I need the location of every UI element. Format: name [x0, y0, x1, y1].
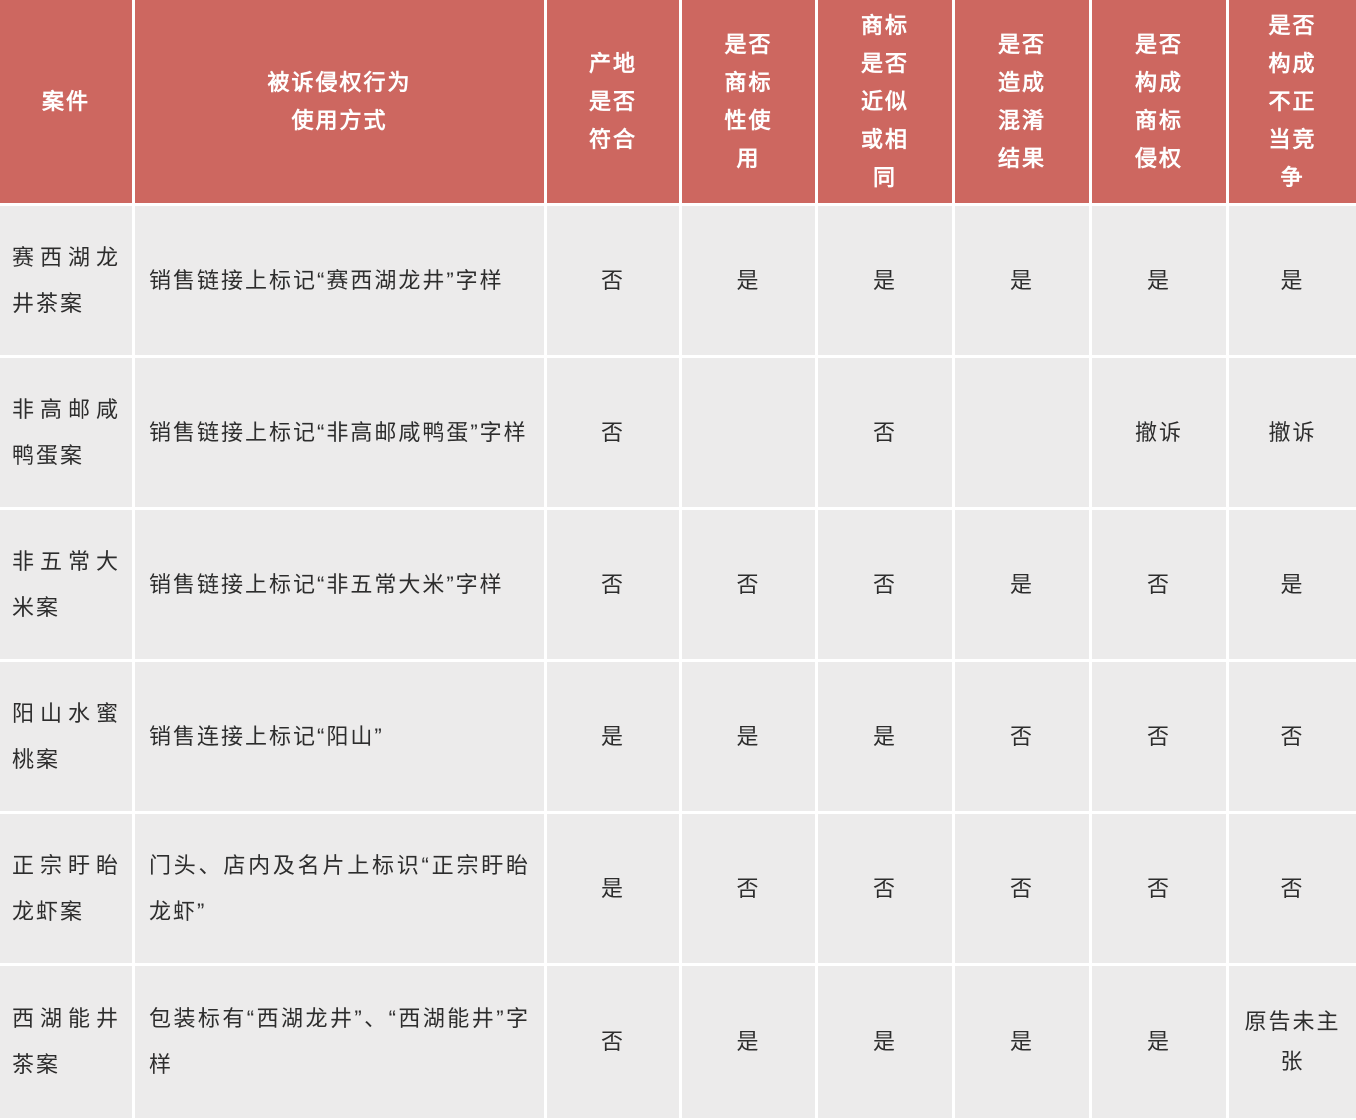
verdict-cell: 否	[1092, 510, 1229, 662]
verdict-cell: 否	[547, 358, 682, 510]
verdict-cell: 否	[818, 358, 955, 510]
verdict-cell: 是	[1092, 206, 1229, 358]
verdict-cell: 是	[818, 206, 955, 358]
verdict-cell: 是	[1092, 966, 1229, 1118]
conduct-cell: 销售连接上标记“阳山”	[135, 662, 547, 814]
verdict-cell: 否	[955, 814, 1092, 966]
verdict-cell: 是	[818, 662, 955, 814]
verdict-cell: 撤诉	[1229, 358, 1356, 510]
verdict-cell: 是	[1229, 510, 1356, 662]
table-body: 赛西湖龙井茶案 销售链接上标记“赛西湖龙井”字样否是是是是是非高邮咸鸭蛋案 销售链接…	[0, 206, 1356, 1118]
verdict-cell: 否	[1229, 662, 1356, 814]
conduct-cell: 包装标有“西湖龙井”、“西湖能井”字样	[135, 966, 547, 1118]
table-row: 非五常大米案 销售链接上标记“非五常大米”字样否否否是否是	[0, 510, 1356, 662]
verdict-cell: 否	[547, 966, 682, 1118]
column-header-1: 被诉侵权行为 使用方式	[135, 0, 547, 206]
column-header-7: 是否构成不正当竞争	[1229, 0, 1356, 206]
verdict-cell	[955, 358, 1092, 510]
verdict-cell: 否	[682, 814, 818, 966]
table-row: 非高邮咸鸭蛋案 销售链接上标记“非高邮咸鸭蛋”字样否否撤诉 撤诉	[0, 358, 1356, 510]
verdict-cell: 是	[955, 966, 1092, 1118]
case-name-cell: 西湖能井茶案	[0, 966, 135, 1118]
verdict-cell: 否	[547, 206, 682, 358]
conduct-cell: 销售链接上标记“赛西湖龙井”字样	[135, 206, 547, 358]
verdict-cell: 否	[818, 814, 955, 966]
column-header-0: 案件	[0, 0, 135, 206]
verdict-cell: 撤诉	[1092, 358, 1229, 510]
conduct-cell: 销售链接上标记“非高邮咸鸭蛋”字样	[135, 358, 547, 510]
table-row: 赛西湖龙井茶案 销售链接上标记“赛西湖龙井”字样否是是是是是	[0, 206, 1356, 358]
verdict-cell: 否	[1092, 662, 1229, 814]
table-row: 阳山水蜜桃案 销售连接上标记“阳山” 是是是否否否	[0, 662, 1356, 814]
verdict-cell: 否	[818, 510, 955, 662]
conduct-cell: 门头、店内及名片上标识“正宗盱眙龙虾”	[135, 814, 547, 966]
verdict-cell: 否	[955, 662, 1092, 814]
verdict-cell: 否	[682, 510, 818, 662]
table-row: 正宗盱眙龙虾案 门头、店内及名片上标识“正宗盱眙龙虾” 是否否否否否	[0, 814, 1356, 966]
case-name-cell: 赛西湖龙井茶案	[0, 206, 135, 358]
case-name-cell: 非高邮咸鸭蛋案	[0, 358, 135, 510]
verdict-cell: 是	[682, 966, 818, 1118]
column-header-5: 是否造成混淆结果	[955, 0, 1092, 206]
verdict-cell: 否	[547, 510, 682, 662]
verdict-cell: 是	[955, 510, 1092, 662]
verdict-cell: 是	[682, 206, 818, 358]
header-row: 案件 被诉侵权行为 使用方式 产地是否符合 是否商标性使用 商标是否近似或相同 是否造成混…	[0, 0, 1356, 206]
verdict-cell	[682, 358, 818, 510]
table-row: 西湖能井茶案 包装标有“西湖龙井”、“西湖能井”字样否是是是是原告未主张	[0, 966, 1356, 1118]
verdict-cell: 是	[547, 662, 682, 814]
column-header-6: 是否构成商标侵权	[1092, 0, 1229, 206]
verdict-cell: 是	[547, 814, 682, 966]
column-header-2: 产地是否符合	[547, 0, 682, 206]
verdict-cell: 否	[1229, 814, 1356, 966]
verdict-cell: 是	[955, 206, 1092, 358]
verdict-cell: 否	[1092, 814, 1229, 966]
verdict-cell: 原告未主张	[1229, 966, 1356, 1118]
verdict-cell: 是	[1229, 206, 1356, 358]
conduct-cell: 销售链接上标记“非五常大米”字样	[135, 510, 547, 662]
column-header-4: 商标是否近似或相同	[818, 0, 955, 206]
column-header-3: 是否商标性使用	[682, 0, 818, 206]
case-name-cell: 非五常大米案	[0, 510, 135, 662]
verdict-cell: 是	[682, 662, 818, 814]
case-name-cell: 正宗盱眙龙虾案	[0, 814, 135, 966]
case-name-cell: 阳山水蜜桃案	[0, 662, 135, 814]
verdict-cell: 是	[818, 966, 955, 1118]
